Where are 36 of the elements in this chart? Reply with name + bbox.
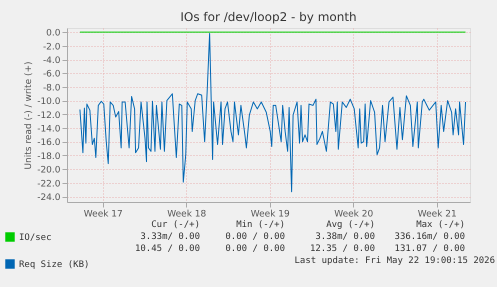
y-tick-label: -8.0: [42, 83, 61, 94]
y-tick-label: -6.0: [42, 70, 61, 80]
y-tick-label: -20.0: [37, 166, 61, 176]
y-tick-label: -22.0: [37, 179, 61, 190]
x-tick-label: Week 20: [334, 210, 374, 220]
text: 336.16m/ 0.00: [394, 232, 465, 242]
line-series: [79, 32, 466, 192]
y-tick-label: -4.0: [42, 56, 61, 66]
text: 12.35 / 0.00: [310, 244, 375, 254]
y-tick-label: -18.0: [37, 152, 61, 162]
text: 3.33m/ 0.00: [140, 232, 200, 242]
x-tick-label: Week 18: [167, 210, 207, 220]
text: Avg (-/+): [326, 220, 375, 230]
text: Last update: Fri May 22 19:00:15 2026: [294, 256, 495, 266]
y-tick-label: -10.0: [37, 97, 61, 108]
chart-title: IOs for /dev/loop2 - by month: [180, 10, 357, 24]
text: Max (-/+): [416, 220, 465, 230]
y-tick-label: -12.0: [37, 110, 61, 121]
text: 3.38m/ 0.00: [315, 232, 375, 242]
text: 0.00 / 0.00: [225, 232, 285, 242]
y-axis-title: Units read (-) / write (+): [24, 61, 34, 170]
text: 10.45 / 0.00: [134, 244, 200, 254]
legend-label: IO/sec: [19, 233, 52, 243]
y-tick-label: -2.0: [42, 42, 61, 52]
y-tick-label: -14.0: [37, 124, 61, 135]
x-tick-label: Week 21: [418, 210, 457, 220]
text: 131.07 / 0.00: [394, 244, 465, 254]
x-tick-label: Week 19: [250, 210, 290, 220]
text: Cur (-/+): [151, 220, 200, 230]
text: Min (-/+): [236, 220, 285, 230]
y-tick-label: -16.0: [37, 138, 61, 148]
y-tick-label: 0.0: [46, 28, 61, 39]
x-tick-label: Week 17: [84, 210, 123, 220]
text: 0.00 / 0.00: [225, 244, 285, 254]
legend-label: Req Size (KB): [19, 260, 90, 270]
y-tick-label: -24.0: [37, 193, 61, 204]
